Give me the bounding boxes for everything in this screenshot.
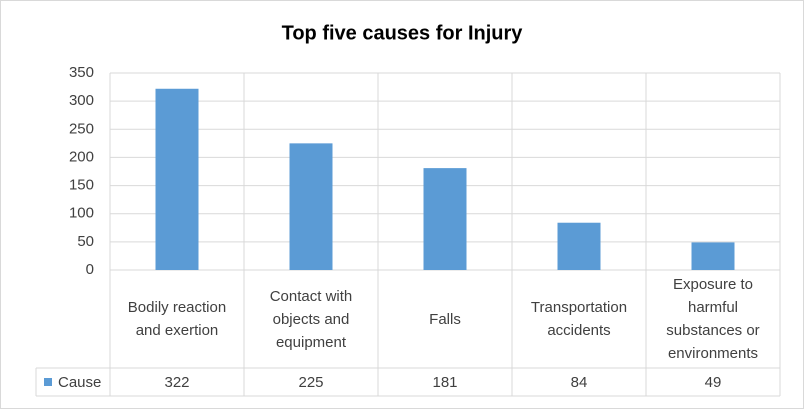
- y-tick-label: 50: [77, 233, 94, 250]
- chart-title: Top five causes for Injury: [282, 22, 524, 44]
- legend-key: [44, 378, 52, 386]
- y-tick-label: 350: [69, 64, 94, 81]
- x-tick-label: Contact with objects and equipment: [269, 287, 353, 351]
- table-value: 84: [571, 374, 588, 391]
- table-value: 181: [432, 374, 457, 391]
- bar: [155, 88, 199, 270]
- table-value: 49: [705, 374, 722, 391]
- y-tick-label: 0: [86, 261, 94, 278]
- bar: [557, 222, 601, 270]
- x-tick-label: Transportation accidents: [530, 299, 628, 339]
- x-tick-label: Exposure to harmful substances or enviro…: [666, 276, 760, 362]
- bar: [691, 242, 735, 270]
- x-tick-label: Bodily reaction and exertion: [127, 299, 227, 339]
- bar: [289, 143, 333, 270]
- legend-label: Cause: [58, 374, 101, 391]
- table-value: 225: [298, 374, 323, 391]
- y-tick-label: 200: [69, 148, 94, 165]
- y-tick-label: 150: [69, 177, 94, 194]
- y-tick-label: 300: [69, 92, 94, 109]
- y-tick-label: 100: [69, 205, 94, 222]
- x-tick-label: Falls: [429, 310, 461, 328]
- table-value: 322: [164, 374, 189, 391]
- y-tick-label: 250: [69, 120, 94, 137]
- bar: [423, 168, 467, 270]
